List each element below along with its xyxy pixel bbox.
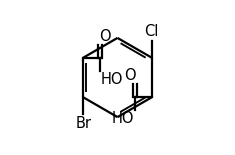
Text: O: O bbox=[99, 29, 111, 44]
Text: HO: HO bbox=[112, 111, 134, 126]
Text: HO: HO bbox=[101, 72, 123, 86]
Text: Br: Br bbox=[75, 116, 91, 131]
Text: Cl: Cl bbox=[145, 24, 159, 39]
Text: O: O bbox=[124, 69, 136, 83]
